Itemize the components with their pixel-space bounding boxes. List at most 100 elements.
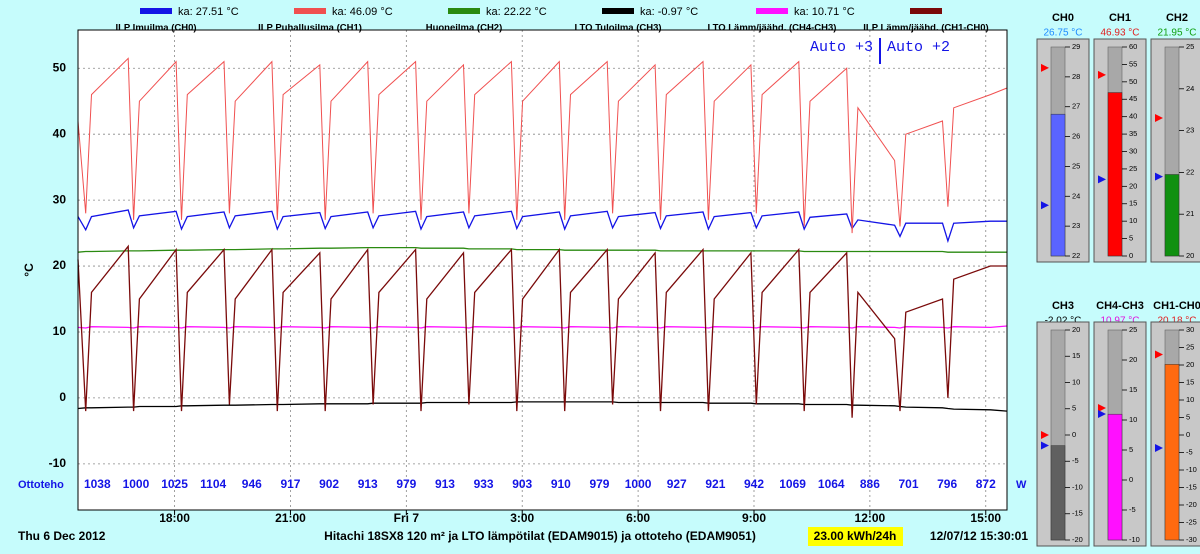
- gauge-tick-label: 0: [1186, 430, 1190, 439]
- gauge-tick-label: 20: [1186, 360, 1194, 369]
- power-value: 902: [319, 477, 339, 491]
- power-value: 913: [435, 477, 455, 491]
- legend-name: Huoneilma (CH2): [426, 23, 503, 34]
- legend-value: ka: 22.22 °C: [486, 6, 547, 18]
- gauge-tick-label: 10: [1129, 415, 1137, 424]
- gauge-tick-label: 22: [1186, 167, 1194, 176]
- power-value: 1000: [625, 477, 652, 491]
- x-tick-label: 9:00: [742, 511, 766, 525]
- gauge-marker: [1155, 172, 1163, 181]
- gauge-tick-label: -20: [1072, 535, 1083, 544]
- legend-value: ka: 10.71 °C: [794, 6, 855, 18]
- y-tick-label: 40: [53, 126, 67, 140]
- power-value: 913: [358, 477, 378, 491]
- y-tick-label: 10: [53, 324, 67, 338]
- power-value: 1025: [161, 477, 188, 491]
- gauge-tick-label: 20: [1072, 325, 1080, 334]
- series-line: [77, 401, 1008, 412]
- gauge-fill: [1050, 113, 1066, 257]
- power-value: 921: [705, 477, 725, 491]
- gauge-value: 10.97 °C: [1100, 316, 1139, 327]
- gauge-title: CH4-CH3: [1096, 300, 1144, 312]
- gauge-tick-label: 60: [1129, 42, 1137, 51]
- legend-name: ILP Lämm/jäähd. (CH1-CH0): [863, 23, 988, 34]
- legend-value: ka: 27.51 °C: [178, 6, 239, 18]
- gauge-tick-label: -10: [1186, 465, 1197, 474]
- gauge-tick-label: 24: [1072, 191, 1080, 200]
- gauge-tick-label: -5: [1072, 456, 1079, 465]
- annotation: Auto +2: [887, 39, 950, 56]
- series-line: [77, 209, 1007, 244]
- gauge-fill: [1107, 413, 1123, 541]
- gauge-tick-label: 20: [1129, 355, 1137, 364]
- gauge-tick-label: -5: [1129, 505, 1136, 514]
- gauge-marker: [1098, 404, 1106, 412]
- gauge-value: -2.02 °C: [1045, 316, 1082, 327]
- y-tick-label: 0: [59, 390, 66, 404]
- gauge-tick-label: 5: [1186, 412, 1190, 421]
- gauge-tick-label: 26: [1072, 132, 1080, 141]
- gauge-title: CH1-CH0: [1153, 300, 1200, 312]
- gauge-tick-label: 29: [1072, 42, 1080, 51]
- gauge-tick-label: 15: [1072, 351, 1080, 360]
- power-value: 979: [396, 477, 416, 491]
- gauge-tick-label: 0: [1072, 430, 1076, 439]
- gauge-tick-label: -15: [1186, 482, 1197, 491]
- x-tick-label: 21:00: [275, 511, 306, 525]
- gauge-tick-label: 10: [1129, 216, 1137, 225]
- gauge-marker: [1098, 175, 1106, 184]
- gauge-tick-label: 40: [1129, 112, 1137, 121]
- power-value: 979: [589, 477, 609, 491]
- y-tick-label: 50: [53, 60, 67, 74]
- gauge-tick-label: 23: [1186, 126, 1194, 135]
- legend-swatch: [756, 8, 788, 14]
- gauge-tick-label: 55: [1129, 59, 1137, 68]
- x-tick-label: 18:00: [159, 511, 190, 525]
- gauge-tick-label: 25: [1129, 164, 1137, 173]
- gauge-tick-label: -25: [1186, 517, 1197, 526]
- legend-swatch: [294, 8, 326, 14]
- gauge-tick-label: 27: [1072, 102, 1080, 111]
- y-axis-label: °C: [22, 263, 36, 277]
- power-value: 1104: [200, 477, 226, 491]
- power-value: 886: [860, 477, 880, 491]
- gauge-tick-label: 30: [1129, 146, 1137, 155]
- gauge-marker: [1155, 114, 1163, 123]
- gauge-tick-label: 30: [1186, 325, 1194, 334]
- gauge-tick-label: 25: [1072, 161, 1080, 170]
- legend-swatch: [448, 8, 480, 14]
- gauge-value: 26.75 °C: [1043, 28, 1082, 39]
- gauge-tick-label: 50: [1129, 77, 1137, 86]
- power-value: 1064: [818, 477, 845, 491]
- gauge-tick-label: 5: [1129, 234, 1133, 243]
- gauge-tick-label: 0: [1129, 251, 1133, 260]
- gauge-tick-label: 15: [1129, 199, 1137, 208]
- plot-frame: [77, 29, 1008, 511]
- gauge-tick-label: 24: [1186, 84, 1194, 93]
- gauge-tick-label: -5: [1186, 447, 1193, 456]
- power-value: 1038: [84, 477, 111, 491]
- gauge-tick-label: 22: [1072, 251, 1080, 260]
- series-line: [77, 57, 1008, 234]
- gauge-fill: [1050, 445, 1066, 541]
- gauge-tick-label: 25: [1186, 42, 1194, 51]
- gauge-value: 20.18 °C: [1157, 316, 1196, 327]
- date: Thu 6 Dec 2012: [18, 529, 106, 543]
- gauge-tick-label: 20: [1129, 181, 1137, 190]
- power-value: 1000: [123, 477, 150, 491]
- gauge-value: 46.93 °C: [1100, 28, 1139, 39]
- power-value: 1069: [779, 477, 806, 491]
- gauge-marker: [1155, 350, 1163, 359]
- gauge-tick-label: -10: [1072, 482, 1083, 491]
- gauge-tick-label: 15: [1186, 377, 1194, 386]
- x-tick-label: 15:00: [970, 511, 1001, 525]
- gauge-marker: [1098, 410, 1106, 418]
- power-value: 917: [280, 477, 300, 491]
- x-tick-label: Fri 7: [394, 511, 420, 525]
- power-value: 933: [474, 477, 494, 491]
- gauge-tick-label: -20: [1186, 500, 1197, 509]
- gauge-marker: [1041, 441, 1049, 450]
- y-tick-label: 20: [53, 258, 67, 272]
- gauge-fill: [1164, 364, 1180, 541]
- gauge-tick-label: -15: [1072, 509, 1083, 518]
